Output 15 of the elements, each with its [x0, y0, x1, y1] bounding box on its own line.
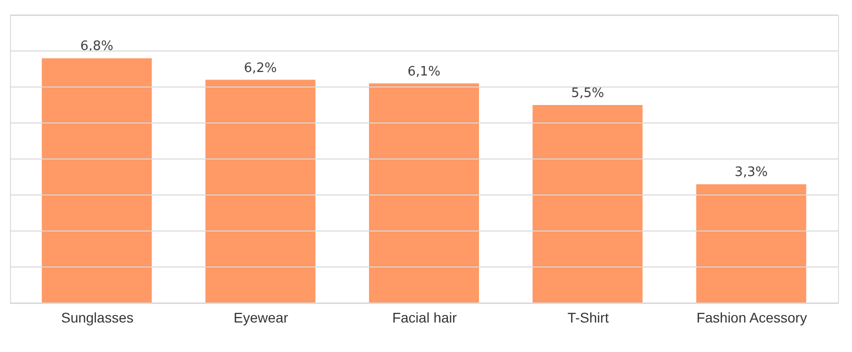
data-label: 6,8%: [80, 39, 114, 54]
data-label: 3,3%: [734, 165, 768, 180]
bar: [205, 80, 316, 303]
data-label: 5,5%: [571, 86, 604, 101]
data-label: 6,2%: [244, 60, 277, 76]
x-tick-label: Fashion Acessory: [696, 310, 807, 326]
x-tick-label: Eyewear: [234, 310, 288, 326]
x-tick-label: Sunglasses: [61, 310, 134, 326]
bar: [42, 58, 152, 303]
bar: [369, 83, 479, 303]
bar: [696, 184, 806, 303]
x-tick-label: Facial hair: [392, 310, 458, 326]
x-tick-label: T-Shirt: [567, 310, 609, 326]
data-label: 6,1%: [407, 64, 441, 80]
bar: [532, 105, 643, 303]
